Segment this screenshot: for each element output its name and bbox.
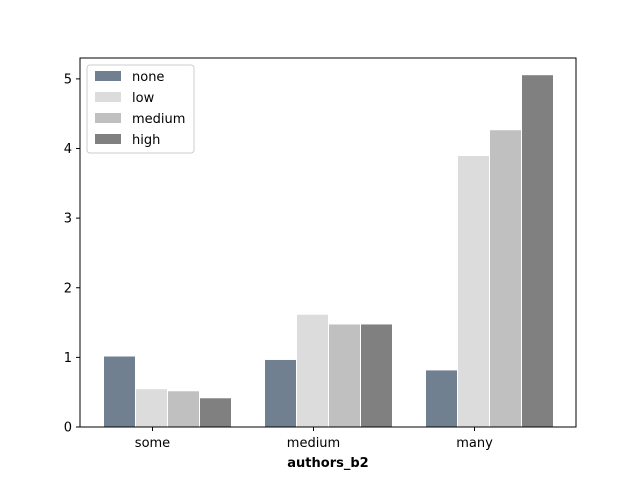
y-tick-label: 3 bbox=[64, 212, 72, 227]
legend-label-low: low bbox=[132, 91, 155, 106]
y-axis: 0 1 2 3 4 5 bbox=[64, 72, 80, 436]
y-tick-label: 0 bbox=[64, 421, 72, 436]
bar-low-medium bbox=[296, 313, 329, 428]
legend-swatch-high bbox=[95, 134, 121, 144]
x-tick-label-some: some bbox=[135, 436, 170, 451]
bar-high-many bbox=[521, 74, 554, 428]
legend-swatch-medium bbox=[95, 113, 121, 123]
legend-label-none: none bbox=[132, 70, 164, 85]
bar-none-many bbox=[425, 369, 458, 428]
bar-medium-many bbox=[489, 129, 522, 428]
legend: none low medium high bbox=[86, 64, 195, 154]
bar-medium-medium bbox=[328, 323, 361, 428]
legend-box bbox=[86, 64, 195, 154]
legend-swatch-none bbox=[95, 71, 121, 81]
y-tick-label: 1 bbox=[64, 351, 72, 366]
bar-none-some bbox=[103, 355, 136, 428]
x-axis: some medium many bbox=[135, 427, 493, 451]
bar-low-some bbox=[135, 388, 168, 428]
x-tick-label-medium: medium bbox=[287, 436, 340, 451]
x-tick-label-many: many bbox=[456, 436, 493, 451]
plot-frame bbox=[79, 57, 577, 428]
y-tick-label: 2 bbox=[64, 281, 72, 296]
legend-label-medium: medium bbox=[132, 112, 185, 127]
y-tick-label: 4 bbox=[64, 142, 72, 157]
bar-medium-some bbox=[167, 390, 200, 428]
y-tick-label: 5 bbox=[64, 72, 72, 87]
bar-high-some bbox=[199, 397, 232, 428]
bar-none-medium bbox=[264, 358, 297, 428]
bar-low-many bbox=[457, 154, 490, 428]
legend-swatch-low bbox=[95, 92, 121, 102]
bars-group bbox=[103, 74, 554, 428]
bar-high-medium bbox=[360, 323, 393, 428]
legend-label-high: high bbox=[132, 133, 160, 148]
x-axis-label: authors_b2 bbox=[287, 456, 368, 471]
